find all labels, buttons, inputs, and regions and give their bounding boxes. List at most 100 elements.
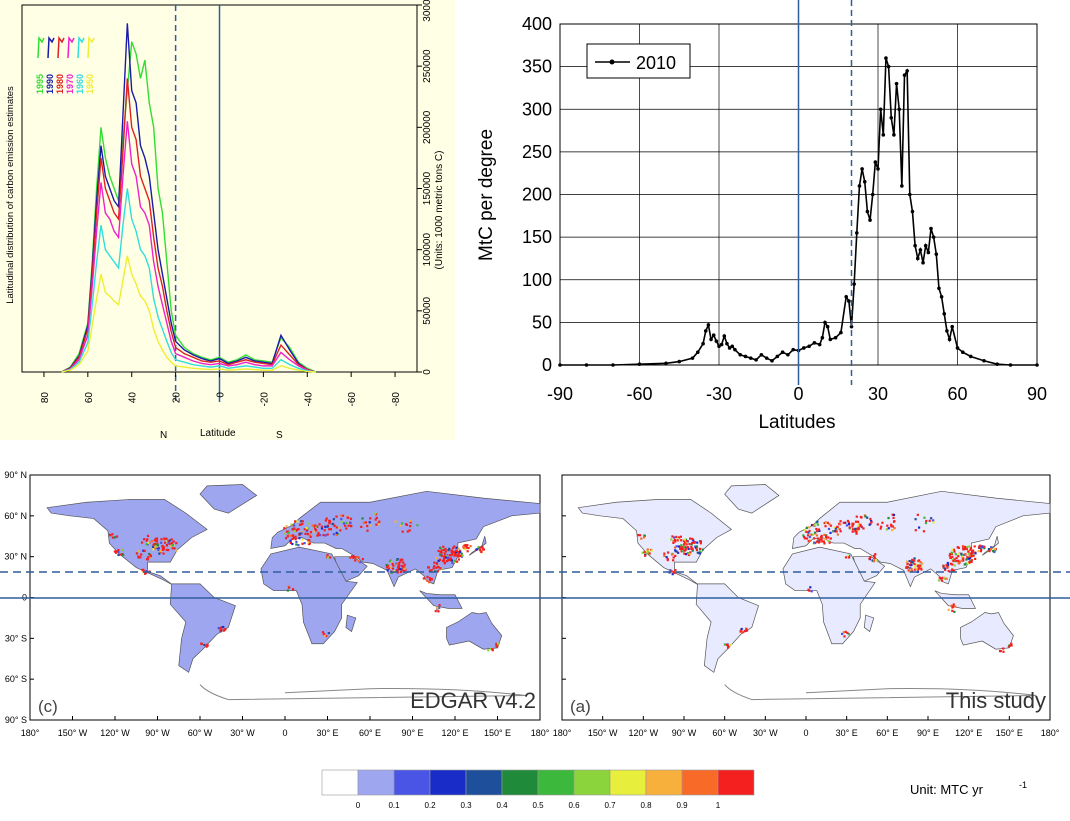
- y-tick-label: 400: [522, 14, 552, 34]
- emission-cell: [340, 517, 343, 521]
- emission-cell: [967, 552, 971, 556]
- emission-cell: [869, 556, 872, 559]
- lon-label: 60° E: [359, 728, 381, 738]
- emission-cell: [640, 537, 643, 540]
- emission-cell: [905, 560, 908, 563]
- emission-cell: [403, 566, 406, 569]
- emission-cell: [951, 609, 954, 612]
- emission-cell: [678, 545, 682, 548]
- data-point: [889, 115, 894, 120]
- emission-cell: [805, 530, 808, 533]
- emission-cell: [807, 539, 810, 543]
- lat-label: 60° S: [5, 674, 27, 684]
- emission-cell: [698, 547, 702, 551]
- y-tick-label: 50: [532, 312, 552, 332]
- emission-cell: [909, 566, 912, 570]
- emission-cell: [699, 540, 703, 543]
- emission-cell: [480, 550, 483, 554]
- x-tick-label: -80: [391, 392, 402, 407]
- emission-cell: [688, 552, 691, 556]
- emission-cell: [808, 535, 811, 539]
- emission-cell: [824, 525, 827, 528]
- emission-cell: [430, 569, 433, 572]
- emission-cell: [862, 527, 865, 530]
- emission-cell: [460, 555, 463, 558]
- emission-cell: [308, 542, 312, 545]
- emission-cell: [729, 643, 732, 646]
- emission-cell: [360, 525, 363, 529]
- data-point: [921, 260, 925, 265]
- emission-cell: [346, 516, 349, 519]
- lat-label: 30° S: [5, 633, 27, 643]
- emission-cell: [443, 561, 446, 565]
- emission-cell: [674, 571, 677, 574]
- emission-cell: [643, 551, 646, 554]
- continent-madagascar: [863, 614, 875, 633]
- emission-cell: [476, 548, 479, 551]
- data-point: [950, 324, 954, 329]
- lon-label: 150° E: [484, 728, 511, 738]
- y-tick-label: 50000: [422, 296, 433, 324]
- legend-swatch: [57, 35, 65, 59]
- emission-cell: [961, 556, 964, 559]
- emission-cell: [684, 538, 688, 541]
- emission-cell: [726, 646, 730, 649]
- emission-cell: [448, 559, 452, 562]
- emission-cell: [454, 553, 457, 556]
- emission-cell: [682, 546, 686, 549]
- emission-cell: [317, 531, 320, 535]
- lon-label: 120° W: [629, 728, 659, 738]
- emission-cell: [844, 521, 847, 524]
- x-tick-label: 0: [793, 384, 803, 404]
- emission-cell: [442, 559, 445, 562]
- emission-cell: [323, 634, 326, 638]
- data-point: [852, 282, 856, 286]
- lon-label: 60° E: [876, 728, 898, 738]
- emission-cell: [440, 549, 443, 552]
- emission-cell: [670, 538, 673, 541]
- data-point: [968, 354, 973, 359]
- emission-cell: [682, 543, 686, 546]
- data-point: [857, 184, 862, 188]
- emission-cell: [335, 533, 338, 537]
- colorbar-swatch: [681, 769, 719, 796]
- emission-cell: [378, 520, 381, 523]
- emission-cell: [290, 523, 293, 526]
- emission-cell: [816, 523, 819, 526]
- emission-cell: [919, 564, 922, 567]
- data-point: [865, 209, 870, 214]
- emission-cell: [222, 625, 225, 629]
- map-title: EDGAR v4.2: [410, 688, 536, 713]
- emission-cell: [960, 552, 963, 555]
- emission-cell: [467, 546, 470, 550]
- emission-cell: [144, 572, 147, 575]
- x-tick-label: -30: [706, 384, 732, 404]
- emission-cell: [283, 532, 286, 535]
- continent-indonesia: [419, 590, 463, 609]
- emission-cell: [890, 523, 893, 526]
- emission-cell: [962, 559, 965, 562]
- emission-cell: [887, 516, 890, 520]
- emission-cell: [871, 559, 874, 562]
- emission-cell: [680, 544, 683, 547]
- emission-cell: [962, 557, 965, 560]
- series-line-1950: [61, 255, 317, 373]
- lon-label: 120° E: [441, 728, 468, 738]
- emission-cell: [445, 554, 448, 558]
- emission-cell: [400, 522, 404, 525]
- emission-cell: [681, 547, 684, 551]
- emission-cell: [437, 610, 440, 613]
- emission-cell: [672, 559, 675, 562]
- emission-cell: [866, 516, 869, 519]
- emission-cell: [428, 569, 431, 572]
- emission-cell: [450, 554, 453, 557]
- y-tick-label: 100: [522, 270, 552, 290]
- emission-cell: [440, 554, 443, 558]
- emission-cell: [344, 524, 347, 527]
- data-point: [817, 342, 822, 347]
- emission-cell: [160, 541, 163, 544]
- x-tick-label: 90: [1027, 384, 1047, 404]
- colorbar-swatch: [537, 769, 575, 796]
- emission-cell: [395, 558, 399, 561]
- emission-cell: [375, 523, 378, 526]
